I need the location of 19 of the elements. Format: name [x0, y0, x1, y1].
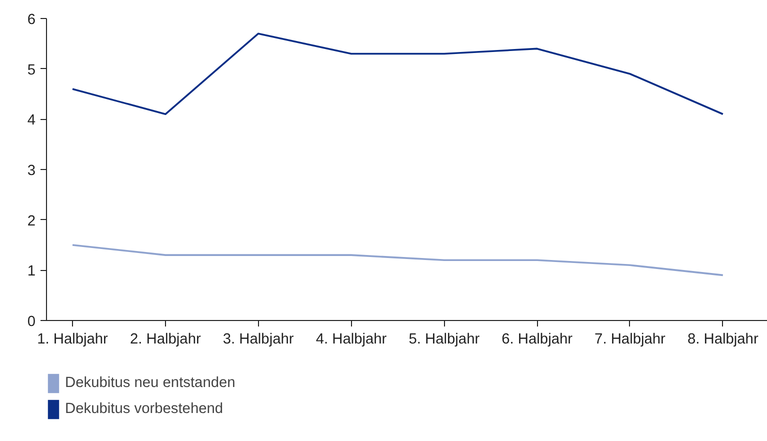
y-tick-label: 5 — [27, 62, 36, 78]
line-series — [72, 32, 724, 116]
x-tick-label: 6. Halbjahr — [502, 332, 573, 348]
x-tick-label: 5. Halbjahr — [408, 332, 480, 348]
x-tick-label: 7. Halbjahr — [594, 332, 666, 348]
y-tick-label: 0 — [27, 314, 36, 330]
y-tick-label: 2 — [27, 213, 36, 230]
y-tick-label: 6 — [27, 12, 36, 28]
y-tick-label: 1 — [27, 264, 36, 280]
legend-label: Dekubitus vorbestehend — [65, 401, 224, 417]
x-tick-label: 3. Halbjahr — [222, 332, 294, 348]
x-tick-label: 2. Halbjahr — [130, 332, 201, 348]
line-series — [72, 244, 724, 276]
y-tick-label: 4 — [27, 112, 36, 129]
x-tick-label: 8. Halbjahr — [687, 332, 758, 348]
legend-label: Dekubitus neu entstanden — [65, 375, 236, 391]
y-tick-label: 3 — [27, 163, 36, 179]
x-tick-label: 4. Halbjahr — [316, 332, 387, 348]
x-tick-label: 1. Halbjahr — [37, 332, 108, 348]
